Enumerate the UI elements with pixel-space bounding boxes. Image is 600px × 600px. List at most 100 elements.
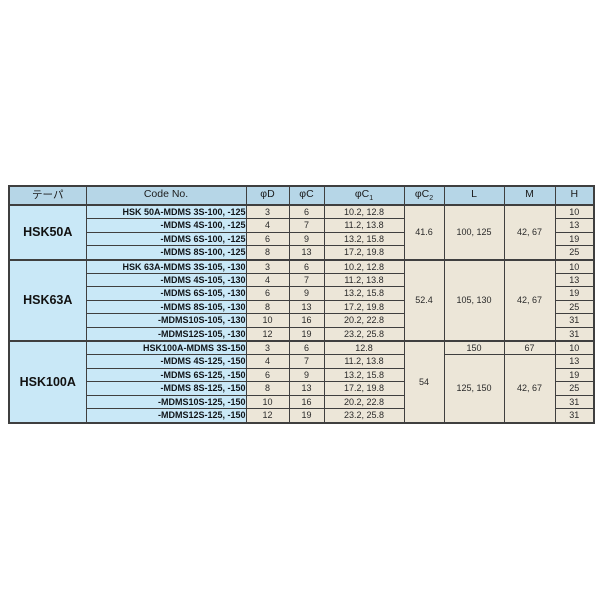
phi-c1-cell: 13.2, 15.8 <box>323 367 405 383</box>
m-cell: 42, 67 <box>503 204 556 261</box>
phi-d-cell: 3 <box>245 340 290 356</box>
table-row: HSK63A HSK 63A-MDMS 3S-105, -130 3 6 10.2, 1… <box>8 258 595 342</box>
phi-c-cell: 9 <box>288 286 325 301</box>
code-cell: -MDMS 4S-125, -150 <box>85 354 247 369</box>
code-cell: -MDMS10S-125, -150 <box>85 394 247 410</box>
phi-c-cell: 9 <box>288 367 325 383</box>
code-cell: -MDMS 4S-105, -130 <box>85 273 247 288</box>
h-cell: 13 <box>554 273 595 288</box>
phi-c-cell: 13 <box>288 381 325 396</box>
m-cell: 42, 67 <box>503 258 556 342</box>
col-header-m: M <box>503 185 556 206</box>
phi-d-cell: 12 <box>245 408 290 423</box>
table-row: -MDMS 6S-125, -150 6 9 13.2, 15.8 19 <box>9 367 595 383</box>
table-row: -MDMS10S-105, -130 10 16 20.2, 22.8 31 <box>9 313 595 328</box>
code-cell: HSK 63A-MDMS 3S-105, -130 <box>85 258 247 275</box>
phi-c1-cell: 10.2, 12.8 <box>323 204 405 220</box>
h-cell: 19 <box>554 286 595 301</box>
header-row: テーパ Code No. φD φC φC1 φC2 L M H <box>8 185 595 206</box>
phi-c-cell: 6 <box>288 340 325 356</box>
table-row: -MDMS 6S-100, -125 6 9 13.2, 15.8 19 <box>9 231 595 247</box>
code-cell: -MDMS 6S-125, -150 <box>85 367 247 383</box>
phi-c-cell: 7 <box>288 273 325 288</box>
phi-d-cell: 10 <box>245 394 290 410</box>
taper-cell: HSK63A <box>8 258 87 342</box>
l-cell: 150 <box>443 340 505 356</box>
phi-c1-cell: 20.2, 22.8 <box>323 394 405 410</box>
h-cell: 31 <box>554 408 595 423</box>
phi-c1-cell: 11.2, 13.8 <box>323 218 405 233</box>
phi-c-cell: 6 <box>288 258 325 275</box>
col-header-code-no: Code No. <box>85 185 247 206</box>
h-cell: 31 <box>554 313 595 328</box>
code-cell: -MDMS 8S-100, -125 <box>85 245 247 261</box>
phi-c-cell: 13 <box>288 245 325 261</box>
phi-c-cell: 19 <box>288 326 325 342</box>
phi-d-cell: 8 <box>245 381 290 396</box>
h-cell: 19 <box>554 231 595 247</box>
l-cell: 105, 130 <box>443 258 505 342</box>
table-row: -MDMS 8S-125, -150 8 13 17.2, 19.8 25 <box>9 381 595 396</box>
code-cell: -MDMS12S-105, -130 <box>85 326 247 342</box>
phi-c1-cell: 23.2, 25.8 <box>323 408 405 423</box>
phi-c1-cell: 10.2, 12.8 <box>323 258 405 275</box>
h-cell: 13 <box>554 354 595 369</box>
phi-d-cell: 4 <box>245 354 290 369</box>
table-row: -MDMS 4S-105, -130 4 7 11.2, 13.8 13 <box>9 273 595 288</box>
phi-d-cell: 10 <box>245 313 290 328</box>
h-cell: 13 <box>554 218 595 233</box>
phi-c1-cell: 20.2, 22.8 <box>323 313 405 328</box>
col-header-h: H <box>554 185 595 206</box>
taper-cell: HSK50A <box>8 204 87 261</box>
h-cell: 31 <box>554 394 595 410</box>
phi-d-cell: 12 <box>245 326 290 342</box>
phi-c1-cell: 23.2, 25.8 <box>323 326 405 342</box>
h-cell: 31 <box>554 326 595 342</box>
h-cell: 25 <box>554 299 595 315</box>
col-header-phi-d: φD <box>245 185 290 206</box>
phi-c2-cell: 54 <box>403 340 445 424</box>
code-cell: -MDMS 8S-125, -150 <box>85 381 247 396</box>
phi-c-cell: 13 <box>288 299 325 315</box>
col-header-taper: テーパ <box>8 185 87 206</box>
phi-c-cell: 9 <box>288 231 325 247</box>
m-cell: 42, 67 <box>503 354 556 423</box>
phi-d-cell: 4 <box>245 273 290 288</box>
phi-c-cell: 16 <box>288 394 325 410</box>
spec-table: テーパ Code No. φD φC φC1 φC2 L M H HSK50A H… <box>8 185 595 424</box>
m-cell: 67 <box>503 340 556 356</box>
table-row: HSK100A HSK100A-MDMS 3S-150 3 6 12.8 54 150 67 1… <box>8 340 595 424</box>
col-header-phi-c: φC <box>288 185 325 206</box>
phi-c1-cell: 11.2, 13.8 <box>323 354 405 369</box>
phi-c1-cell: 12.8 <box>323 340 405 356</box>
l-cell: 100, 125 <box>443 204 505 261</box>
phi-d-cell: 8 <box>245 299 290 315</box>
table-row: -MDMS10S-125, -150 10 16 20.2, 22.8 31 <box>9 394 595 410</box>
code-cell: -MDMS 6S-105, -130 <box>85 286 247 301</box>
phi-d-cell: 4 <box>245 218 290 233</box>
phi-c1-cell: 17.2, 19.8 <box>323 245 405 261</box>
phi-d-cell: 6 <box>245 231 290 247</box>
col-header-l: L <box>443 185 505 206</box>
phi-d-cell: 8 <box>245 245 290 261</box>
code-cell: -MDMS 6S-100, -125 <box>85 231 247 247</box>
col-header-phi-c1: φC1 <box>323 185 405 206</box>
phi-c-cell: 7 <box>288 354 325 369</box>
phi-d-cell: 3 <box>245 258 290 275</box>
table-row: -MDMS 4S-100, -125 4 7 11.2, 13.8 13 <box>9 218 595 233</box>
h-cell: 25 <box>554 381 595 396</box>
h-cell: 19 <box>554 367 595 383</box>
phi-c1-cell: 17.2, 19.8 <box>323 381 405 396</box>
code-cell: -MDMS 8S-105, -130 <box>85 299 247 315</box>
phi-c-cell: 16 <box>288 313 325 328</box>
phi-d-cell: 3 <box>245 204 290 220</box>
phi-c-cell: 19 <box>288 408 325 423</box>
table-row: -MDMS 6S-105, -130 6 9 13.2, 15.8 19 <box>9 286 595 301</box>
phi-c1-cell: 13.2, 15.8 <box>323 286 405 301</box>
code-cell: -MDMS 4S-100, -125 <box>85 218 247 233</box>
code-cell: HSK 50A-MDMS 3S-100, -125 <box>85 204 247 220</box>
code-cell: HSK100A-MDMS 3S-150 <box>85 340 247 356</box>
table-body: HSK50A HSK 50A-MDMS 3S-100, -125 3 6 10.2, 1… <box>8 204 595 424</box>
table-row: -MDMS12S-125, -150 12 19 23.2, 25.8 31 <box>9 408 595 423</box>
